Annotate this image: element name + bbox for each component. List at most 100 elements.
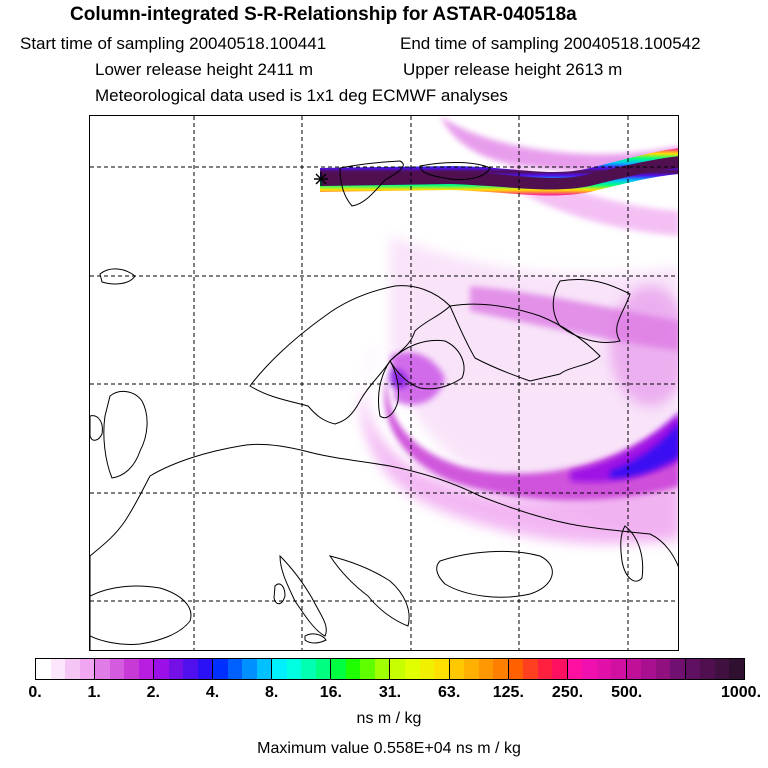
map-canvas <box>90 116 678 650</box>
colorbar-segment <box>566 659 626 679</box>
colorbar-swatch <box>552 659 567 679</box>
colorbar-ticks: 0. 1. 2. 4. 8. 16. 31. 63. 125. 250. 500. 1000. <box>0 684 768 704</box>
coast-balkans <box>328 555 410 627</box>
colorbar-swatch <box>360 659 375 679</box>
colorbar-swatch <box>331 659 346 679</box>
colorbar-swatch <box>36 659 51 679</box>
colorbar-tick-label: 4. <box>205 684 220 701</box>
plume-core-blue <box>610 423 678 478</box>
colorbar-swatch <box>124 659 139 679</box>
colorbar-swatch <box>374 659 390 679</box>
colorbar-segment <box>625 659 685 679</box>
coast-scandinavia <box>249 285 451 425</box>
colorbar <box>35 658 745 680</box>
colorbar-unit: ns m / kg <box>356 710 422 727</box>
plume-scandi-patch <box>390 352 445 405</box>
colorbar-swatch <box>655 659 671 679</box>
colorbar-tick-label: 16. <box>319 684 342 701</box>
colorbar-tick-label: 31. <box>378 684 402 701</box>
colorbar-swatch <box>729 659 744 679</box>
colorbar-swatch <box>537 659 553 679</box>
colorbar-swatch <box>272 659 287 679</box>
colorbar-tick-label: 8. <box>264 684 279 701</box>
colorbar-tick-label: 1. <box>87 684 101 701</box>
colorbar-swatch <box>596 659 612 679</box>
coast-svalbard <box>339 160 404 207</box>
colorbar-swatch <box>641 659 656 679</box>
colorbar-swatch <box>95 659 110 679</box>
colorbar-tick-label: 250. <box>551 684 584 701</box>
coast-corsica-sardinia <box>273 583 286 605</box>
lat-lon-grid <box>90 116 678 650</box>
met-data-label: Meteorological data used is 1x1 deg ECMW… <box>95 86 508 105</box>
colorbar-tick-label: 2. <box>146 684 160 701</box>
map-panel <box>89 115 679 651</box>
colorbar-swatch <box>242 659 257 679</box>
colorbar-segment <box>684 659 744 679</box>
colorbar-swatch <box>138 659 154 679</box>
colorbar-swatch <box>345 659 361 679</box>
maximum-value-label: Maximum value 0.558E+04 ns m / kg <box>257 740 521 757</box>
colorbar-tick-label: 500. <box>611 684 643 701</box>
release-site-star-icon <box>314 172 328 186</box>
colorbar-segment <box>271 659 331 679</box>
colorbar-swatch <box>611 659 626 679</box>
coastlines <box>90 160 678 650</box>
plume-north-streak-1 <box>440 116 678 172</box>
colorbar-tick-label: 0. <box>28 684 42 701</box>
coast-russia-north <box>449 303 601 382</box>
colorbar-tick-label: 125. <box>492 684 524 701</box>
colorbar-swatch <box>685 659 701 679</box>
colorbar-swatch <box>508 659 524 679</box>
colorbar-swatch <box>183 659 198 679</box>
colorbar-swatch <box>449 659 465 679</box>
end-time-label: End time of sampling 20040518.100542 <box>400 34 701 53</box>
colorbar-segment <box>448 659 508 679</box>
colorbar-tick-label: 1000. <box>720 684 762 701</box>
map-title: Column-integrated S-R-Relationship for A… <box>70 4 577 25</box>
colorbar-segment <box>153 659 213 679</box>
plume-eastern-blob <box>610 286 678 406</box>
colorbar-swatch <box>315 659 331 679</box>
coast-black-sea <box>436 550 553 598</box>
colorbar-swatch <box>109 659 125 679</box>
colorbar-swatch <box>390 659 405 679</box>
colorbar-swatch <box>493 659 508 679</box>
colorbar-swatch <box>50 659 66 679</box>
colorbar-swatch <box>434 659 449 679</box>
colorbar-swatch <box>227 659 243 679</box>
colorbar-swatch <box>670 659 685 679</box>
colorbar-swatch <box>567 659 583 679</box>
colorbar-segment <box>36 659 95 679</box>
colorbar-swatch <box>79 659 95 679</box>
colorbar-swatch <box>478 659 494 679</box>
colorbar-segment <box>330 659 390 679</box>
colorbar-swatch <box>419 659 435 679</box>
colorbar-swatch <box>154 659 169 679</box>
colorbar-swatch <box>626 659 642 679</box>
colorbar-swatch <box>404 659 420 679</box>
colorbar-swatch <box>301 659 316 679</box>
colorbar-swatch <box>700 659 715 679</box>
upper-release-label: Upper release height 2613 m <box>403 60 623 79</box>
colorbar-swatch <box>286 659 302 679</box>
coast-ireland <box>90 415 103 441</box>
colorbar-segment <box>94 659 154 679</box>
colorbar-swatch <box>213 659 228 679</box>
colorbar-tick-label: 63. <box>438 684 461 701</box>
colorbar-swatch <box>714 659 730 679</box>
coast-continent <box>90 443 678 650</box>
colorbar-segment <box>507 659 567 679</box>
coast-gulf-of-bothnia <box>377 360 399 419</box>
coast-arctic-islands <box>419 161 491 181</box>
colorbar-swatch <box>168 659 184 679</box>
colorbar-segment <box>389 659 449 679</box>
coast-sicily <box>304 633 327 644</box>
colorbar-swatch <box>582 659 597 679</box>
lower-release-label: Lower release height 2411 m <box>95 60 313 79</box>
colorbar-swatch <box>197 659 213 679</box>
plume-arc-light <box>361 346 678 544</box>
plume-north-streak-2 <box>510 161 678 236</box>
coast-iberia <box>90 585 192 645</box>
concentration-field <box>361 116 678 546</box>
